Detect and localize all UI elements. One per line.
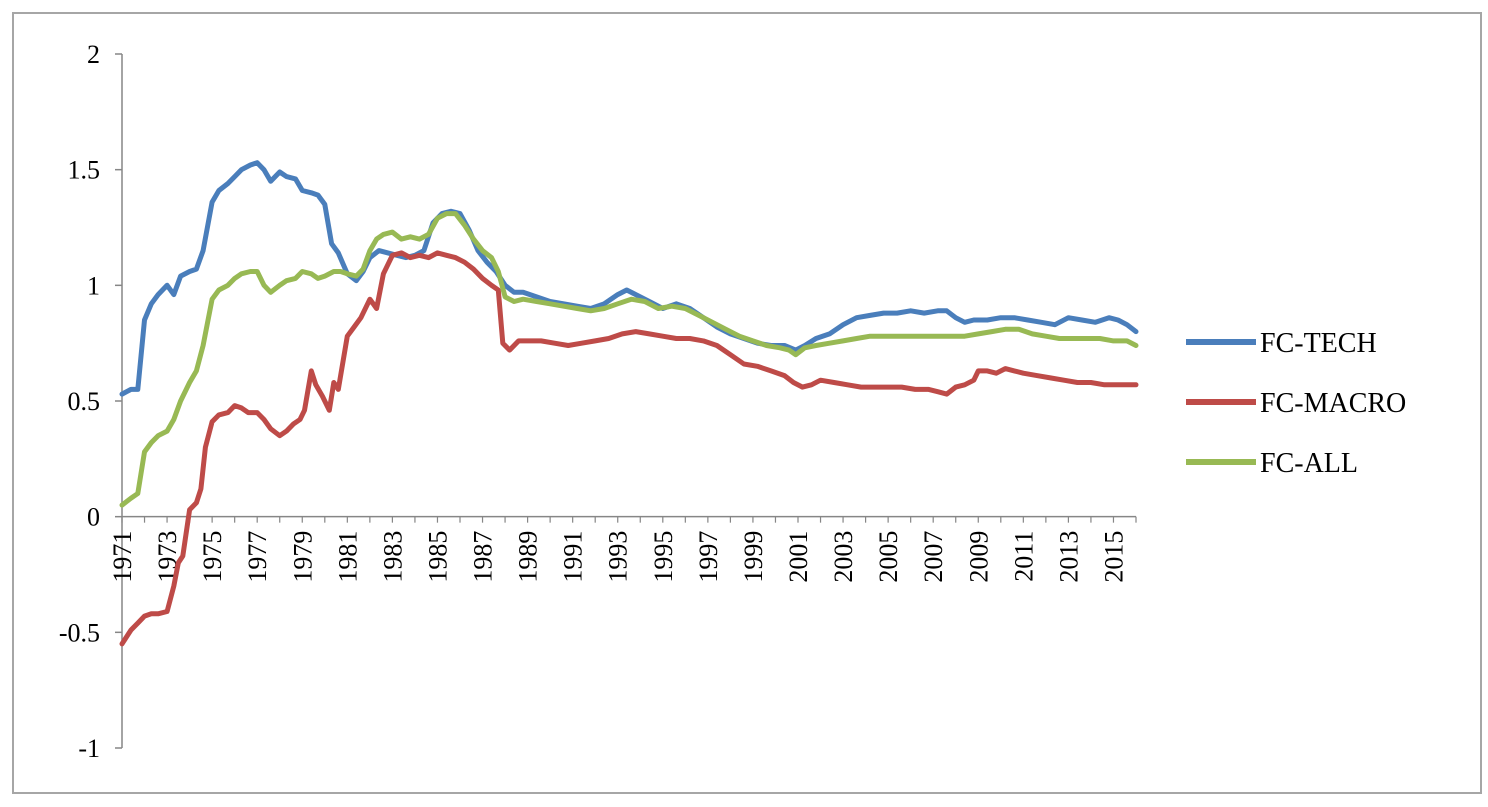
x-tick-label: 1981 xyxy=(333,531,362,583)
x-tick-label: 2013 xyxy=(1054,531,1083,583)
x-tick-label: 1975 xyxy=(198,531,227,583)
x-tick-label: 1995 xyxy=(649,531,678,583)
y-tick-label: 0.5 xyxy=(68,387,101,416)
series-line-fc-macro xyxy=(119,250,1139,647)
y-tick-label: -0.5 xyxy=(59,618,100,647)
x-tick-label: 1985 xyxy=(423,531,452,583)
x-tick-label: 1991 xyxy=(559,531,588,583)
y-tick-label: 1.5 xyxy=(68,156,101,185)
x-tick-label: 2015 xyxy=(1099,531,1128,583)
x-tick-label: 1977 xyxy=(243,531,272,583)
x-tick-label: 1989 xyxy=(514,531,543,583)
x-tick-label: 2009 xyxy=(964,531,993,583)
x-tick-label: 2003 xyxy=(829,531,858,583)
y-tick-label: 1 xyxy=(87,271,100,300)
series-layer xyxy=(119,160,1139,647)
x-tick-label: 1993 xyxy=(604,531,633,583)
series-line-fc-tech xyxy=(119,160,1139,397)
legend-label-fc-macro: FC-MACRO xyxy=(1260,388,1406,419)
x-tick-label: 2005 xyxy=(874,531,903,583)
y-tick-label: 0 xyxy=(87,503,100,532)
x-tick-label: 1987 xyxy=(469,531,498,583)
legend: FC-TECH FC-MACRO FC-ALL xyxy=(1186,328,1406,479)
y-tick-label: -1 xyxy=(78,734,100,763)
x-tick-label: 1999 xyxy=(739,531,768,583)
x-tick-label: 2011 xyxy=(1009,531,1038,582)
x-tick-label: 1983 xyxy=(378,531,407,583)
series-line-fc-all xyxy=(119,211,1139,508)
x-tick-label: 2007 xyxy=(919,531,948,583)
x-tick-label: 1997 xyxy=(694,531,723,583)
x-tick-label: 2001 xyxy=(784,531,813,583)
x-tick-label: 1979 xyxy=(288,531,317,583)
x-tick-label: 1971 xyxy=(108,531,137,583)
legend-label-fc-tech: FC-TECH xyxy=(1260,328,1377,359)
chart-frame: -1 -0.5 0 0.5 1 1.5 2 1971 1973 1975 1977 1979 1981 1… xyxy=(12,12,1482,794)
legend-label-fc-all: FC-ALL xyxy=(1260,448,1358,479)
y-tick-label: 2 xyxy=(87,40,100,69)
